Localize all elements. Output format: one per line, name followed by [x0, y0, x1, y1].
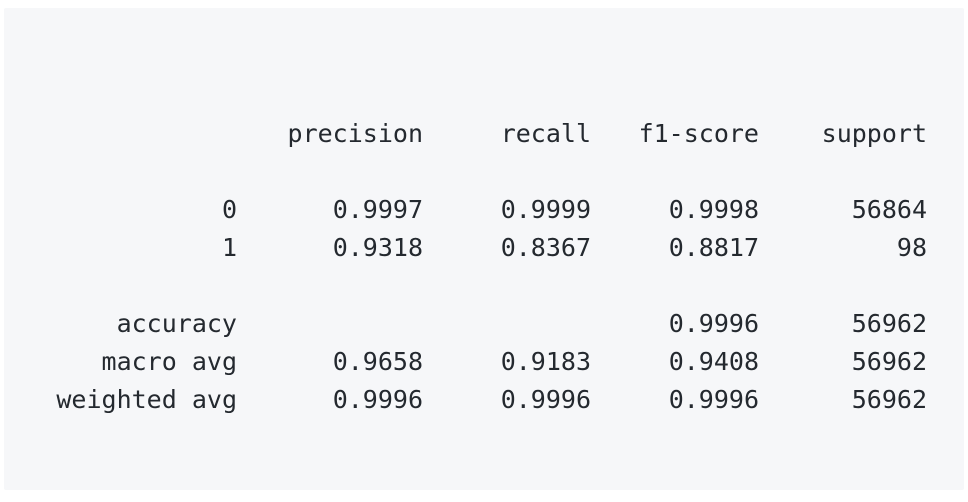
f1-score-value: 0.9408: [668, 347, 759, 376]
recall-value: 0.8367: [500, 233, 591, 262]
recall-value: 0.9183: [500, 347, 591, 376]
support-value: 56962: [851, 385, 927, 414]
f1-score-value: 0.9998: [668, 195, 759, 224]
precision-value: 0.9997: [332, 195, 423, 224]
support-value: 56962: [851, 347, 927, 376]
f1-score-value: 0.8817: [668, 233, 759, 262]
row-label: 0: [221, 195, 237, 224]
f1-score-value: 0.9996: [668, 385, 759, 414]
output-panel: precision recall f1-score support 0 0.99…: [4, 8, 964, 490]
support-value: 98: [896, 233, 927, 262]
support-value: 56864: [851, 195, 927, 224]
header-precision: precision: [287, 119, 423, 148]
row-label: accuracy: [116, 309, 237, 338]
precision-value: 0.9996: [332, 385, 423, 414]
header-support: support: [821, 119, 927, 148]
support-value: 56962: [851, 309, 927, 338]
precision-value: 0.9318: [332, 233, 423, 262]
row-label: weighted avg: [56, 385, 237, 414]
row-label: macro avg: [101, 347, 237, 376]
classification-report: precision recall f1-score support 0 0.99…: [4, 8, 964, 490]
header-recall: recall: [500, 119, 591, 148]
precision-value: 0.9658: [332, 347, 423, 376]
f1-score-value: 0.9996: [668, 309, 759, 338]
recall-value: 0.9996: [500, 385, 591, 414]
header-f1-score: f1-score: [638, 119, 759, 148]
row-label: 1: [221, 233, 237, 262]
recall-value: 0.9999: [500, 195, 591, 224]
